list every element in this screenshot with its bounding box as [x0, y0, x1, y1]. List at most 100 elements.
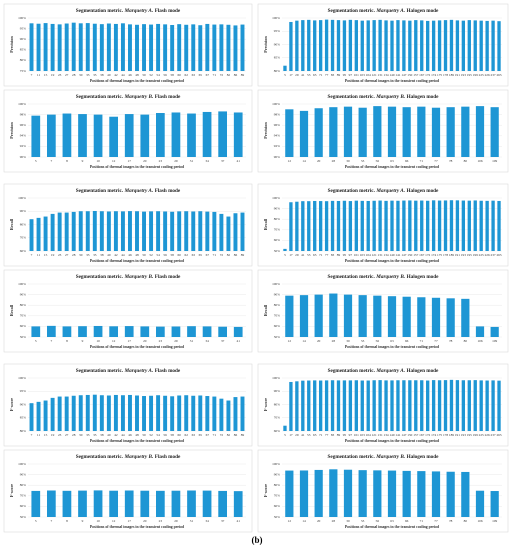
bar: [354, 200, 358, 251]
x-tick-label: 77: [325, 73, 329, 77]
x-tick-label: 150: [407, 73, 412, 77]
x-tick-label: 56: [376, 519, 380, 523]
y-axis-label: Recall: [9, 218, 14, 230]
x-tick-label: 67: [206, 73, 210, 77]
x-tick-label: 80: [464, 519, 468, 523]
bar: [485, 200, 489, 251]
x-tick-label: 195: [467, 253, 472, 257]
x-tick-label: 66: [405, 519, 409, 523]
bar: [177, 211, 182, 251]
x-tick-label: 52: [149, 73, 153, 77]
bar: [384, 20, 388, 71]
x-tick-label: 174: [431, 73, 436, 77]
x-tick-label: 89: [241, 433, 245, 437]
bar: [373, 295, 382, 337]
y-tick-label: 100%: [272, 102, 280, 106]
y-axis-label: Recall: [9, 304, 14, 316]
x-tick-label: 29: [295, 253, 299, 257]
bar: [461, 471, 470, 517]
x-tick-label: 89: [337, 73, 341, 77]
bar: [443, 200, 448, 251]
bar: [106, 23, 111, 71]
bar: [473, 200, 477, 251]
bar: [461, 20, 466, 71]
bar: [191, 395, 196, 431]
bar: [497, 21, 501, 71]
y-axis-label: Precision: [263, 36, 268, 53]
bar: [417, 106, 426, 157]
title-mode: Flash mode: [155, 8, 181, 14]
x-tick-label: 193: [461, 433, 466, 437]
bar: [490, 326, 499, 337]
x-tick-label: 265: [496, 73, 501, 77]
x-tick-label: 12: [288, 339, 292, 343]
x-tick-label: 19: [51, 253, 55, 257]
x-tick-label: 50: [142, 433, 146, 437]
bar: [455, 380, 460, 431]
x-tick-label: 97: [349, 73, 353, 77]
x-tick-label: 103: [360, 253, 365, 257]
bar: [491, 200, 495, 251]
bar: [113, 23, 118, 71]
bar: [124, 490, 134, 517]
title-specimen: Marquetry A.: [375, 188, 405, 194]
x-tick-label: 17: [289, 253, 293, 257]
bar: [343, 294, 353, 337]
x-tick-label: 109: [492, 519, 497, 523]
x-tick-label: 103: [360, 73, 365, 77]
x-tick-label: 8: [66, 339, 68, 343]
bar: [408, 20, 412, 71]
x-tick-label: 172: [425, 433, 430, 437]
chart-panel: Segmentation metric. Marquetry B. Halogen …: [257, 89, 509, 173]
bar: [120, 395, 125, 431]
y-tick-label: 60%: [20, 324, 26, 328]
bar: [485, 380, 489, 431]
bar: [285, 295, 294, 337]
bar: [155, 326, 165, 337]
bar: [473, 20, 477, 71]
x-tick-label: 78: [449, 159, 453, 163]
bar: [99, 211, 104, 251]
y-tick-label: 90%: [20, 155, 26, 159]
title-mode: Halogen mode: [407, 454, 440, 460]
bar: [212, 211, 217, 251]
y-tick-label: 90%: [20, 472, 26, 476]
bar: [29, 219, 34, 251]
bar: [336, 20, 341, 71]
x-tick-label: 30: [346, 339, 350, 343]
bar: [475, 106, 485, 157]
bar: [437, 200, 442, 251]
x-tick-label: 175: [437, 253, 442, 257]
y-tick-label: 60%: [274, 238, 280, 242]
bar: [437, 20, 442, 71]
bar: [324, 19, 329, 71]
x-tick-label: 23: [58, 433, 62, 437]
bar: [420, 20, 424, 71]
bar: [64, 396, 69, 431]
x-tick-label: 37: [221, 159, 225, 163]
x-tick-label: 14: [302, 519, 306, 523]
x-tick-label: 167: [419, 73, 424, 77]
x-tick-label: 5: [284, 253, 286, 257]
x-tick-label: 199: [473, 73, 478, 77]
x-tick-label: 89: [241, 253, 245, 257]
x-tick-label: 11: [37, 73, 41, 77]
bar: [449, 19, 454, 71]
x-tick-label: 157: [413, 433, 418, 437]
x-tick-label: 30: [346, 159, 350, 163]
title-specimen: Marquetry B.: [375, 94, 405, 100]
x-tick-label: 78: [449, 339, 453, 343]
x-axis-label: Positions of thermal images in the trans…: [90, 345, 185, 349]
y-tick-label: 92%: [274, 144, 280, 148]
bar: [156, 395, 161, 431]
bar: [390, 380, 394, 431]
x-tick-label: 56: [163, 253, 167, 257]
x-tick-label: 23: [58, 73, 62, 77]
bar: [289, 202, 293, 251]
bar: [171, 112, 181, 157]
x-tick-label: 77: [434, 159, 438, 163]
x-tick-label: 40: [107, 433, 111, 437]
x-tick-label: 58: [170, 433, 174, 437]
bar: [140, 326, 150, 337]
bar: [313, 20, 317, 71]
